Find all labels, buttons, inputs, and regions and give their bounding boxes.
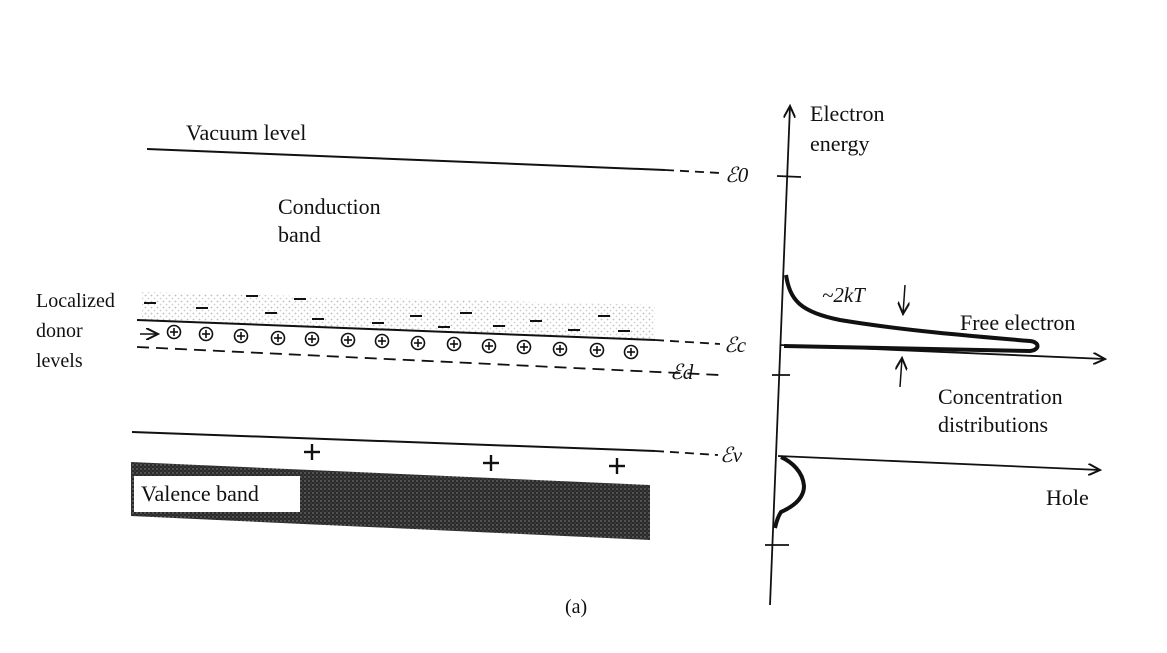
donor-ion [589,342,605,358]
vacuum-level-dash [664,169,721,174]
localized-donor-label-3: levels [36,350,83,372]
free-electron-distribution [783,274,1040,354]
conduction-band-edge-line [136,319,656,341]
vacuum-level-line [146,148,666,171]
hole-axis [777,455,1100,470]
kt-arrow-top [903,284,905,314]
donor-ion [481,338,497,354]
hole-distribution [773,455,807,529]
hole-mark [483,455,499,471]
electron-energy-label-1: Electron [810,101,885,126]
valence-band-label-box [134,476,300,512]
valence-band-edge-line [131,431,656,452]
ed-symbol: ℰd [670,360,694,384]
conduction-band-edge-dash [654,339,721,345]
holes [304,444,625,474]
donor-ion [374,333,390,349]
concentration-label-1: Concentration [938,384,1063,409]
donor-ion [623,344,639,360]
conduction-band-label-2: band [278,222,321,247]
energy-axis [769,106,790,606]
localized-donor-label-2: donor [36,320,83,342]
valence-band-edge-dash [654,450,719,456]
energy-axis-ticks [765,175,802,546]
valence-band-label: Valence band [141,481,259,506]
electron-energy-label-2: energy [810,131,869,156]
hole-mark [304,444,320,460]
donor-ion [304,331,320,347]
donor-ion [166,324,182,340]
hole-label: Hole [1046,485,1089,510]
donor-ion [198,326,214,342]
free-electron-label: Free electron [960,310,1075,335]
donor-ion [516,339,532,355]
conduction-electron-region [142,292,655,339]
donor-ion [552,341,568,357]
free-electrons [144,295,630,332]
caption-label: (a) [565,596,587,618]
donor-ion [233,328,249,344]
conduction-band-label-1: Conduction [278,194,381,219]
localized-donor-label-1: Localized [36,290,115,312]
concentration-label-2: distributions [938,412,1048,437]
donor-ion [270,330,286,346]
kt-arrow-bottom [900,358,902,388]
ec-symbol: ℰc [724,333,747,357]
tick-e0 [776,175,802,178]
donor-ion [340,332,356,348]
donor-ion [446,336,462,352]
donor-ion [410,335,426,351]
kt-label: ~2kT [822,283,866,307]
ev-symbol: ℰv [720,443,743,467]
hole-mark [609,458,625,474]
donor-level-dash [136,346,721,376]
e0-symbol: ℰ0 [725,163,749,187]
vacuum-level-label: Vacuum level [186,120,306,145]
ionized-donors [166,324,639,360]
